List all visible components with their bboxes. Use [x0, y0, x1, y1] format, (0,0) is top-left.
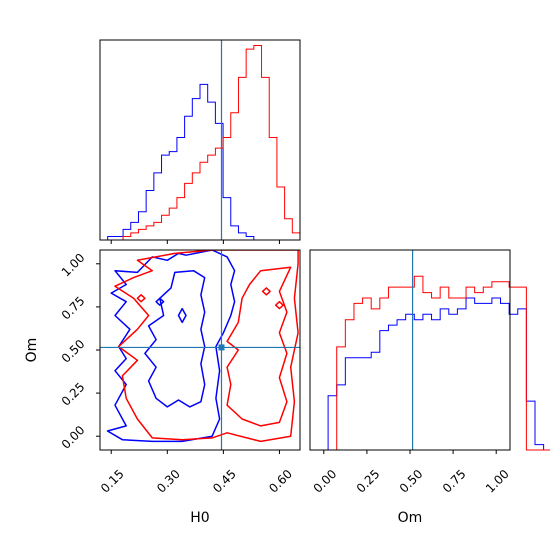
contour-red-island-1 — [261, 287, 271, 296]
histogram-om-series-red — [319, 275, 550, 451]
h0-x-tick-label: 0.15 — [98, 467, 127, 496]
om-y-tick-label: 1.00 — [59, 251, 88, 280]
om-y-tick-label: 0.75 — [59, 294, 88, 323]
h0-x-tick-label: 0.30 — [154, 467, 183, 496]
om-x-tick-label: 0.00 — [311, 467, 340, 496]
contour-blue-island-2 — [155, 297, 165, 306]
contour-blue-island-1 — [177, 307, 187, 324]
y-axis-label-om: Om — [24, 338, 40, 363]
histogram-h0-panel — [99, 39, 301, 244]
contour-blue-inner — [144, 269, 206, 408]
h0-x-tick-label: 0.45 — [210, 467, 239, 496]
om-y-tick-label: 0.50 — [59, 337, 88, 366]
om-y-tick-label: 0.00 — [59, 423, 88, 452]
histogram-om-panel: 0.00 0.25 0.50 0.75 1.00 — [309, 249, 550, 496]
histogram-h0-series-blue — [100, 83, 300, 241]
contour-red-inner — [226, 266, 292, 427]
contour-blue-outer — [106, 250, 236, 443]
histogram-h0-frame — [99, 39, 301, 241]
contour-panel: 0.15 0.30 0.45 0.60 0.00 0.25 0.50 0.75 1.00 — [59, 249, 301, 496]
histogram-om-frame — [309, 249, 511, 451]
om-x-tick-label: 0.75 — [440, 467, 469, 496]
x-axis-label-om: Om — [398, 510, 423, 526]
om-x-tick-label: 0.25 — [354, 467, 383, 496]
contour-red-island-2 — [274, 300, 284, 310]
histogram-om-series-blue — [319, 297, 550, 451]
x-axis-label-h0: H0 — [190, 510, 209, 526]
truth-marker — [218, 344, 225, 351]
contour-red-outer — [114, 250, 299, 443]
om-x-tick-label: 1.00 — [483, 467, 512, 496]
h0-x-tick-label: 0.60 — [266, 467, 295, 496]
histogram-h0-series-red — [100, 45, 301, 241]
contour-lines — [106, 250, 299, 443]
contour-red-island-3 — [136, 294, 146, 303]
om-y-tick-label: 0.25 — [59, 380, 88, 409]
om-x-tick-label: 0.50 — [397, 467, 426, 496]
